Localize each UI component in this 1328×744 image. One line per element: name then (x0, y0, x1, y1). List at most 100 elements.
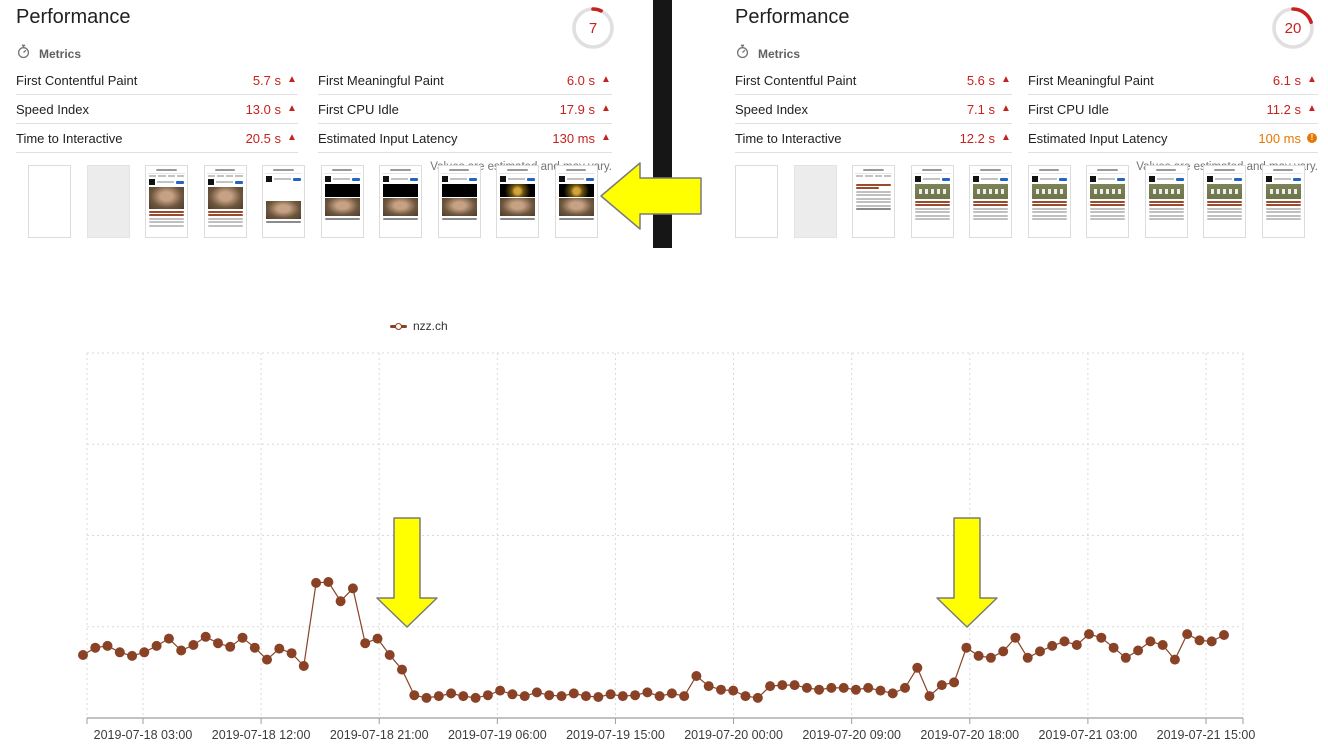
filmstrip-frame-article-photo (1086, 165, 1129, 238)
data-point (127, 650, 138, 661)
chart-legend-item-nzzch[interactable]: nzz.ch (390, 319, 448, 333)
metric-value: 6.0 s (566, 72, 595, 88)
filmstrip-frame-blank (735, 165, 778, 238)
data-point (691, 671, 702, 681)
metric-row-first-contentful-paint: First Contentful Paint 5.7 s (16, 66, 298, 95)
x-tick-label: 2019-07-20 18:00 (920, 728, 1019, 742)
x-tick-label: 2019-07-21 15:00 (1157, 728, 1256, 742)
data-point (151, 640, 162, 651)
metric-value: 6.1 s (1272, 72, 1301, 88)
data-point (777, 680, 788, 691)
data-point (887, 688, 898, 699)
legend-label: nzz.ch (413, 319, 448, 333)
metric-row-speed-index: Speed Index 13.0 s (16, 95, 298, 124)
legend-line-marker-icon (390, 322, 407, 330)
data-point (556, 691, 567, 702)
data-point (875, 685, 886, 696)
x-tick-label: 2019-07-18 12:00 (212, 728, 311, 742)
data-point (433, 691, 444, 702)
x-tick-label: 2019-07-20 09:00 (802, 728, 901, 742)
metric-name: First Contentful Paint (16, 72, 138, 88)
data-point (495, 685, 506, 696)
data-point (1035, 646, 1045, 657)
performance-timeseries-chart[interactable]: 2019-07-18 03:00 2019-07-18 12:00 2019-07-… (0, 340, 1328, 744)
filmstrip-frame-article-photo (1144, 165, 1188, 238)
filmstrip-frame-article-portrait (203, 165, 247, 238)
data-point (630, 690, 641, 701)
data-point (78, 650, 88, 660)
metric-row-speed-index: Speed Index 7.1 s (735, 95, 1012, 124)
data-point (519, 691, 530, 702)
series-points-nzzch[interactable] (78, 577, 1229, 703)
data-point (900, 682, 910, 693)
data-point (507, 689, 518, 700)
data-point (102, 640, 113, 651)
data-point (323, 577, 334, 587)
data-point (335, 596, 346, 607)
series-line-nzzch (82, 581, 1225, 699)
filmstrip-before (28, 165, 598, 238)
data-point (617, 691, 628, 702)
data-point (249, 642, 260, 653)
data-point (581, 691, 591, 702)
filmstrip-frame-article-photo (910, 165, 954, 238)
performance-score-gauge[interactable]: 20 (1270, 5, 1316, 51)
highlight-arrow-down-2 (936, 517, 998, 628)
metric-row-time-to-interactive: Time to Interactive 12.2 s (735, 124, 1012, 153)
metric-value: 130 ms (552, 130, 595, 146)
metric-name: First Contentful Paint (735, 72, 857, 88)
score-value: 7 (589, 20, 597, 37)
data-point (679, 691, 690, 702)
warning-triangle-icon (1306, 103, 1318, 115)
page-title: Performance (16, 6, 131, 28)
warning-triangle-icon (1000, 132, 1012, 144)
chart-gridlines (86, 352, 1244, 718)
metric-name: Speed Index (16, 101, 90, 117)
data-point (985, 652, 996, 663)
data-point (372, 633, 383, 644)
filmstrip-frame-video-black-portrait (437, 165, 481, 238)
metric-name: Time to Interactive (735, 130, 842, 146)
warning-triangle-icon (286, 132, 298, 144)
data-point (1059, 636, 1070, 647)
highlight-arrow-down-1 (376, 517, 438, 628)
data-point (114, 647, 125, 658)
metric-row-first-cpu-idle: First CPU Idle 11.2 s (1028, 95, 1318, 124)
data-point (262, 654, 272, 665)
filmstrip-frame-article-portrait (145, 165, 188, 238)
data-point (973, 650, 984, 661)
data-point (446, 688, 457, 699)
stopwatch-icon (16, 44, 31, 64)
x-tick-label: 2019-07-20 00:00 (684, 728, 783, 742)
filmstrip-after (735, 165, 1305, 238)
data-point (740, 691, 751, 702)
lighthouse-report-after: Performance 20 Metrics First Contentful … (735, 0, 1318, 173)
x-axis-ticks (86, 718, 1244, 724)
data-point (765, 681, 776, 692)
data-point (163, 633, 174, 644)
metric-value: 12.2 s (959, 130, 995, 146)
data-point (728, 685, 739, 696)
warning-triangle-icon (600, 103, 612, 115)
x-tick-label: 2019-07-19 06:00 (448, 728, 547, 742)
data-point (1047, 640, 1058, 651)
data-point (1022, 652, 1033, 663)
data-point (998, 646, 1009, 657)
data-point (225, 641, 236, 652)
data-point (470, 692, 481, 703)
data-point (360, 638, 371, 649)
data-point (642, 687, 653, 698)
performance-score-gauge[interactable]: 7 (570, 5, 616, 51)
data-point (311, 577, 322, 588)
warning-triangle-icon (600, 132, 612, 144)
filmstrip-frame-video-gold-portrait (496, 165, 539, 238)
x-tick-label: 2019-07-19 15:00 (566, 728, 665, 742)
metric-row-estimated-input-latency: Estimated Input Latency 100 ms (1028, 124, 1318, 153)
data-point (1194, 635, 1205, 646)
stopwatch-icon (735, 44, 750, 64)
warning-triangle-icon (286, 74, 298, 86)
data-point (1133, 645, 1144, 656)
data-point (482, 690, 493, 701)
metric-value: 7.1 s (966, 101, 995, 117)
